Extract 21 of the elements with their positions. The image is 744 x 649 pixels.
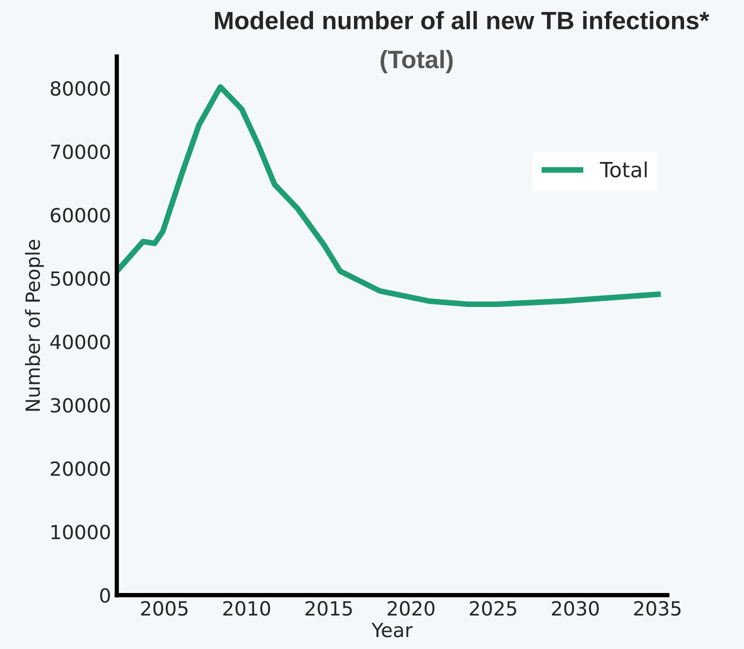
y-tick-label: 30000 <box>50 398 110 413</box>
x-tick-label: 2010 <box>223 601 270 616</box>
x-tick-label: 2025 <box>470 601 516 616</box>
x-tick-label: 2005 <box>141 601 188 616</box>
x-tick-label: 2030 <box>552 601 599 616</box>
y-tick-label: 60000 <box>50 208 110 223</box>
y-tick-label: 70000 <box>50 144 110 160</box>
x-tick-label: 2020 <box>388 601 434 616</box>
x-tick-label: 2035 <box>634 601 681 616</box>
y-axis-title: Number of People <box>25 240 44 411</box>
y-tick-label: 40000 <box>50 334 110 350</box>
chart-subtitle: (Total) <box>380 50 453 74</box>
y-tick-label: 20000 <box>50 461 110 476</box>
y-tick-label: 10000 <box>52 524 110 540</box>
legend-label: Total <box>600 161 647 178</box>
y-tick-label: 50000 <box>50 271 110 286</box>
y-tick-label: 80000 <box>50 81 110 96</box>
y-tick-label: 0 <box>100 588 110 603</box>
x-tick-label: 2015 <box>305 601 352 616</box>
chart-title: Modeled number of all new TB infections* <box>215 11 710 30</box>
x-axis-title: Year <box>371 622 413 638</box>
